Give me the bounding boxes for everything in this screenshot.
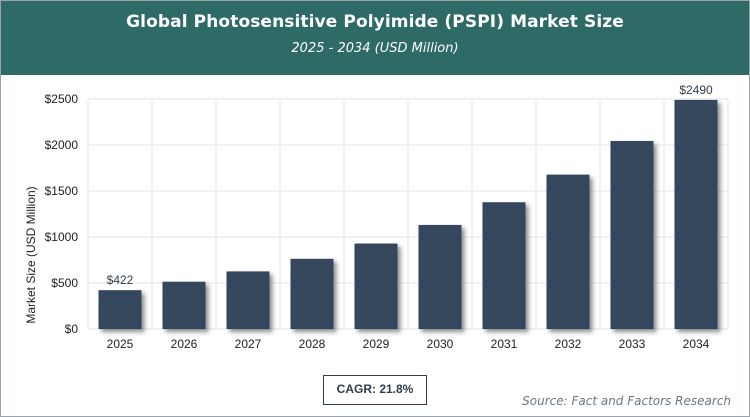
data-label: $2490: [679, 83, 713, 97]
labels: $0 $500 $1000 $1500 $2000 $2500 2025 2026 2027 20…: [45, 83, 713, 351]
gridlines: [87, 98, 729, 330]
y-tick-label: $1500: [45, 184, 79, 198]
y-tick-label: $500: [51, 276, 78, 290]
y-tick-label: $0: [65, 322, 79, 336]
bar: [610, 140, 654, 329]
bar: [98, 290, 142, 329]
bar: [290, 258, 334, 329]
bar: [354, 243, 398, 329]
bar-chart: $0 $500 $1000 $1500 $2000 $2500 2025 2026 2027 20…: [24, 83, 729, 351]
bar: [418, 224, 462, 329]
data-label: $422: [107, 273, 134, 287]
bar: [546, 174, 590, 329]
bar: [482, 202, 526, 329]
bar: [674, 99, 718, 329]
x-tick-label: 2030: [427, 337, 454, 351]
x-tick-label: 2028: [299, 337, 326, 351]
y-axis-label: Market Size (USD Million): [24, 186, 38, 323]
x-tick-label: 2029: [363, 337, 390, 351]
x-tick-label: 2032: [555, 337, 582, 351]
chart-area: $0 $500 $1000 $1500 $2000 $2500 2025 2026 2027 20…: [1, 75, 749, 370]
chart-title: Global Photosensitive Polyimide (PSPI) M…: [126, 12, 624, 32]
cagr-badge: CAGR: 21.8%: [323, 375, 427, 405]
x-tick-label: 2034: [683, 337, 710, 351]
y-tick-label: $1000: [45, 230, 79, 244]
bar: [162, 281, 206, 329]
x-tick-label: 2025: [107, 337, 134, 351]
chart-subtitle: 2025 - 2034 (USD Million): [291, 41, 459, 56]
bars: [98, 99, 718, 329]
x-tick-label: 2027: [235, 337, 262, 351]
chart-header: Global Photosensitive Polyimide (PSPI) M…: [1, 1, 749, 75]
y-tick-label: $2000: [45, 138, 79, 152]
x-tick-label: 2033: [619, 337, 646, 351]
bar: [226, 271, 270, 329]
source-note: Source: Fact and Factors Research: [522, 394, 731, 408]
x-tick-label: 2026: [171, 337, 198, 351]
x-tick-label: 2031: [491, 337, 518, 351]
y-tick-label: $2500: [45, 92, 79, 106]
